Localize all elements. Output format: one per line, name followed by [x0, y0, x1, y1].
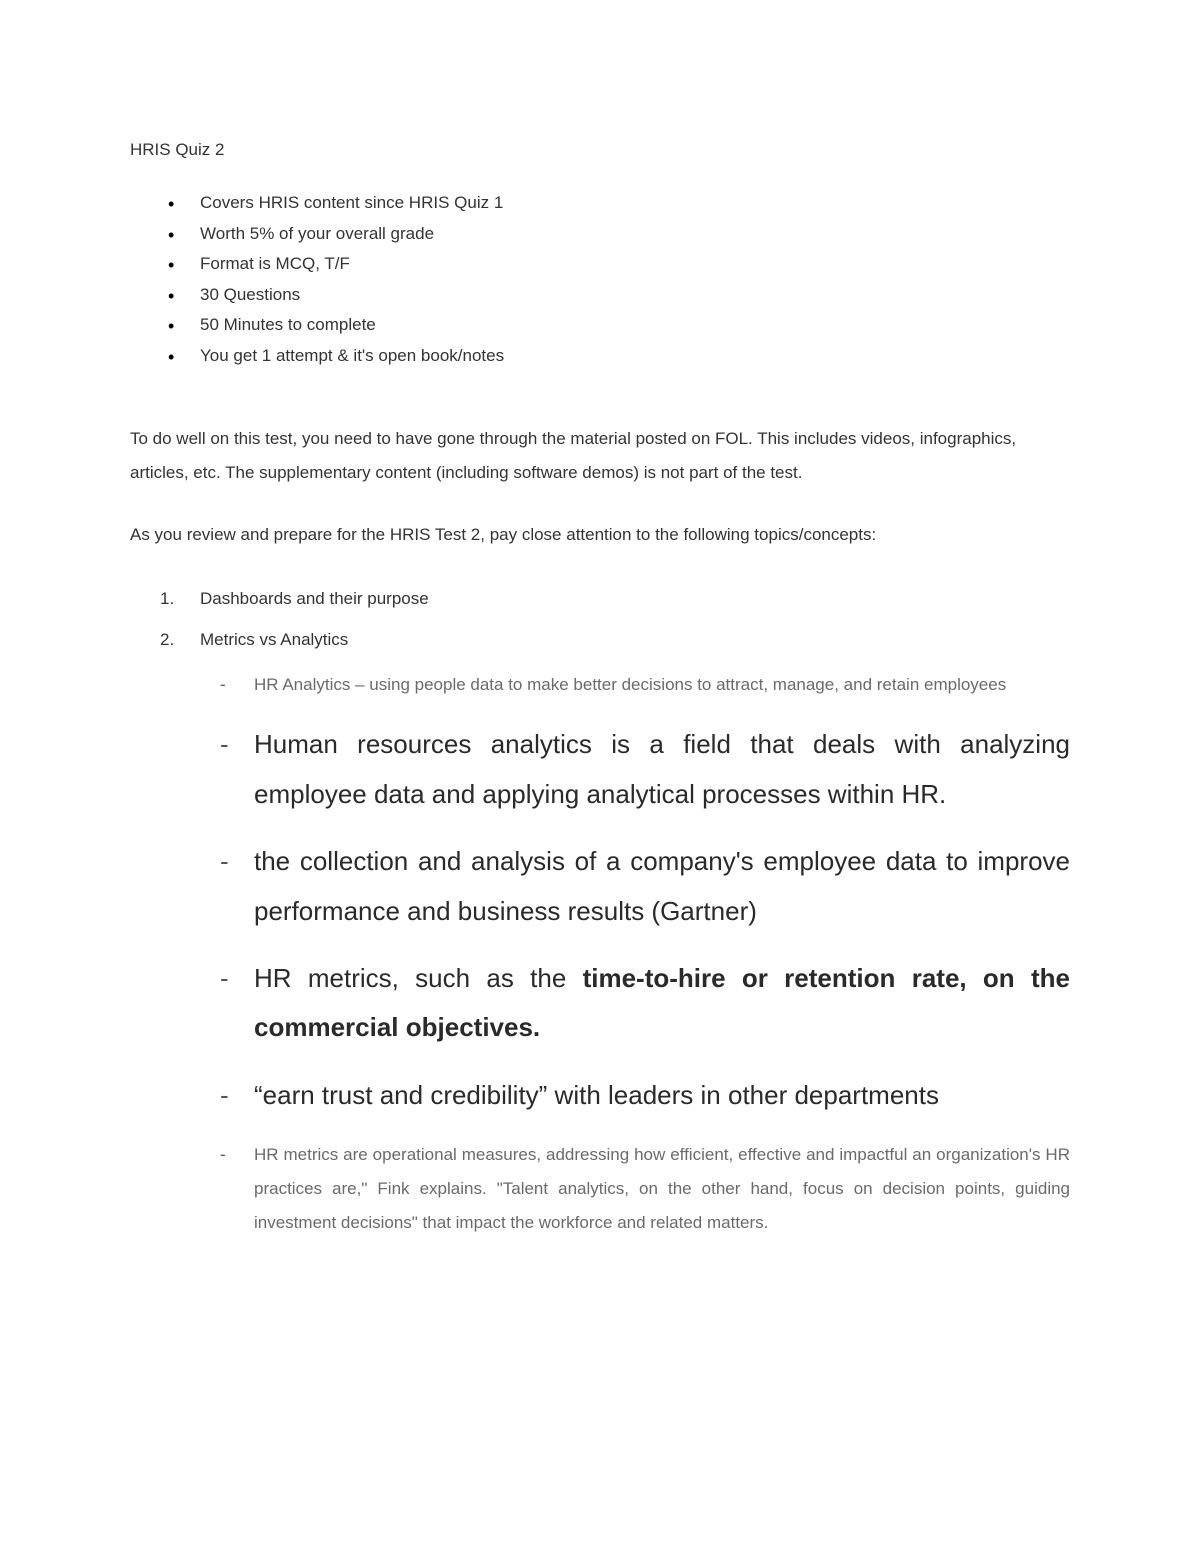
topic-1: 1. Dashboards and their purpose [160, 580, 1070, 617]
topic-label: Dashboards and their purpose [200, 589, 429, 608]
topic-number: 1. [160, 580, 174, 617]
topic-label: Metrics vs Analytics [200, 630, 348, 649]
subpoints: HR Analytics – using people data to make… [220, 668, 1070, 1240]
intro-paragraph-1: To do well on this test, you need to hav… [130, 422, 1070, 490]
subpoint-b: Human resources analytics is a field tha… [220, 720, 1070, 819]
subpoint-c: the collection and analysis of a company… [220, 837, 1070, 936]
bullet-item: You get 1 attempt & it's open book/notes [200, 341, 1070, 372]
bullet-item: 30 Questions [200, 280, 1070, 311]
overview-bullets: Covers HRIS content since HRIS Quiz 1 Wo… [200, 188, 1070, 372]
subpoint-d-pre: HR metrics, such as the [254, 963, 583, 993]
subpoint-d: HR metrics, such as the time-to-hire or … [220, 954, 1070, 1053]
document-title: HRIS Quiz 2 [130, 140, 1070, 160]
bullet-item: 50 Minutes to complete [200, 310, 1070, 341]
topics-list: 1. Dashboards and their purpose 2. Metri… [160, 580, 1070, 1241]
bullet-item: Format is MCQ, T/F [200, 249, 1070, 280]
bullet-item: Covers HRIS content since HRIS Quiz 1 [200, 188, 1070, 219]
subpoint-f: HR metrics are operational measures, add… [220, 1138, 1070, 1240]
topic-number: 2. [160, 621, 174, 658]
subpoint-a: HR Analytics – using people data to make… [220, 668, 1070, 702]
subpoint-e: “earn trust and credibility” with leader… [220, 1071, 1070, 1120]
intro-paragraph-2: As you review and prepare for the HRIS T… [130, 518, 1070, 552]
bullet-item: Worth 5% of your overall grade [200, 219, 1070, 250]
topic-2: 2. Metrics vs Analytics HR Analytics – u… [160, 621, 1070, 1240]
